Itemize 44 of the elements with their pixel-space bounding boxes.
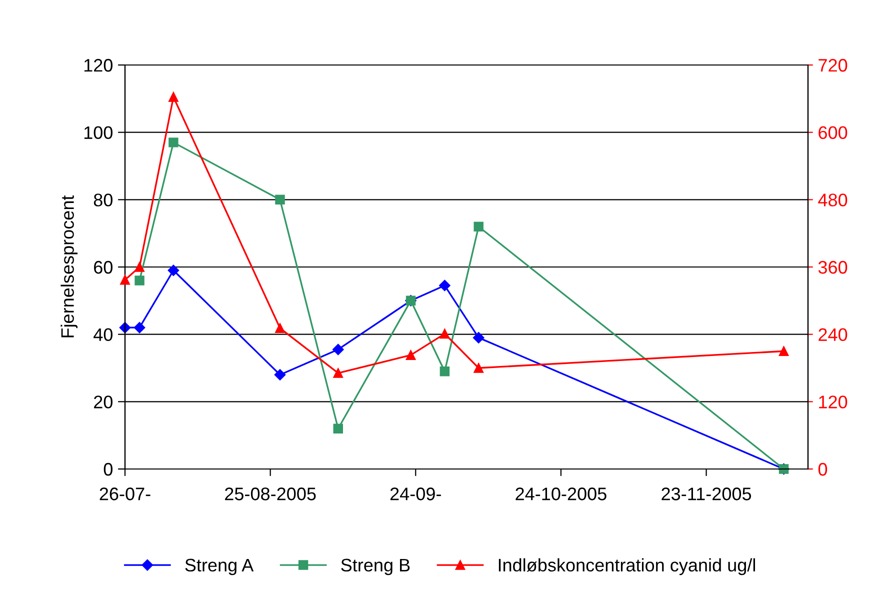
point bbox=[473, 332, 484, 344]
y2-tick-label: 120 bbox=[819, 396, 848, 408]
point bbox=[474, 363, 484, 373]
x-tick-label: 26-07- bbox=[100, 488, 150, 500]
y-tick-label: 120 bbox=[84, 58, 112, 72]
y2-tick-label: 0 bbox=[818, 462, 828, 476]
y-tick-label: 60 bbox=[94, 260, 112, 274]
x-tick-label: 25-08-2005 bbox=[225, 488, 316, 500]
point bbox=[134, 262, 144, 272]
point bbox=[333, 424, 343, 434]
y2-tick-label: 720 bbox=[818, 58, 848, 72]
y2-tick-label: 240 bbox=[818, 328, 848, 342]
point bbox=[474, 222, 484, 232]
y-tick-label: 80 bbox=[94, 194, 112, 206]
legend-label: Streng B bbox=[341, 558, 410, 576]
y2-tick-label: 600 bbox=[818, 126, 848, 140]
point bbox=[440, 328, 450, 339]
point bbox=[120, 275, 130, 285]
y-tick-label: 0 bbox=[104, 462, 112, 476]
point bbox=[406, 350, 416, 360]
y-axis-title: Fjernelsesprocent bbox=[60, 195, 78, 338]
y-tick-label: 40 bbox=[94, 328, 112, 342]
point bbox=[440, 366, 450, 376]
point bbox=[168, 138, 178, 148]
y-tick-label: 100 bbox=[84, 126, 112, 140]
point bbox=[274, 369, 286, 380]
x-tick-label: 23-11-2005 bbox=[662, 488, 752, 500]
point bbox=[168, 92, 178, 102]
x-tick-label: 24-09- bbox=[390, 488, 441, 500]
x-tick-label: 24-10-2005 bbox=[516, 488, 606, 500]
point bbox=[439, 280, 450, 292]
legend-label: Indløbskoncentration cyanid ug/l bbox=[498, 558, 755, 576]
point bbox=[778, 346, 789, 356]
legend-label: Streng A bbox=[185, 558, 254, 576]
point bbox=[333, 368, 343, 378]
y-tick-label: 20 bbox=[94, 396, 112, 408]
point bbox=[275, 194, 285, 205]
point bbox=[168, 264, 180, 276]
point bbox=[134, 276, 144, 286]
y2-tick-label: 360 bbox=[818, 260, 848, 274]
y2-tick-label: 480 bbox=[818, 194, 848, 206]
point bbox=[332, 344, 344, 356]
point bbox=[275, 323, 285, 334]
point bbox=[134, 322, 146, 334]
